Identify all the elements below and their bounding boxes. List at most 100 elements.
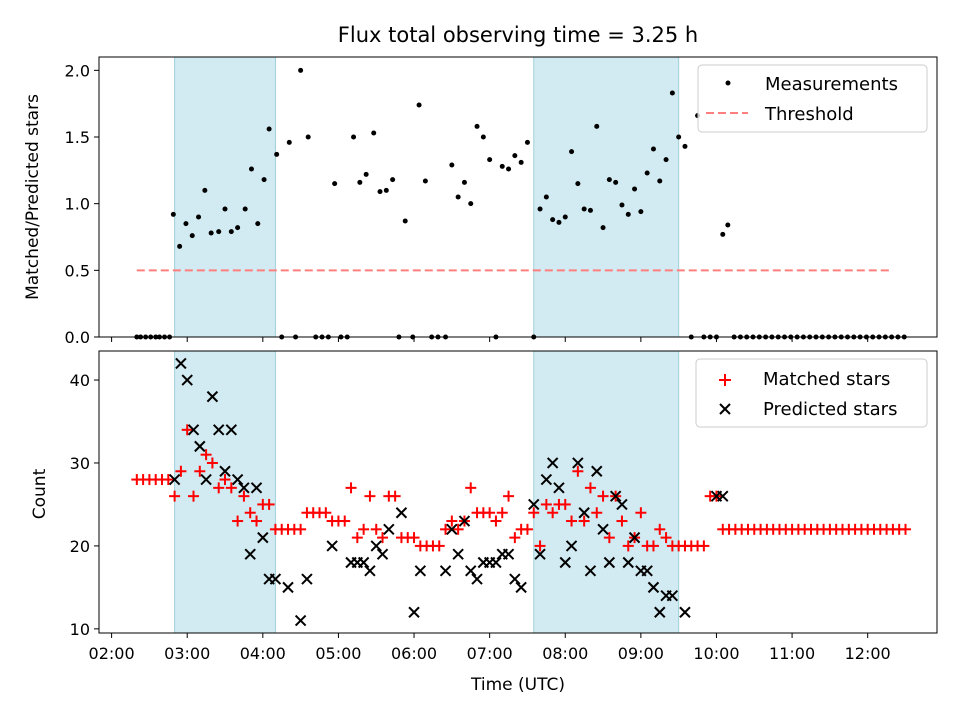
predicted-star-point <box>471 573 483 585</box>
predicted-star-point <box>414 565 427 577</box>
measurement-point <box>363 171 369 177</box>
measurement-point <box>177 243 183 249</box>
predicted-star-point <box>578 507 590 519</box>
measurement-point <box>274 151 280 157</box>
predicted-star-point <box>584 565 597 577</box>
x-tick-label: 03:00 <box>164 644 210 663</box>
measurement-point <box>228 229 234 235</box>
predicted-star-point <box>540 473 553 486</box>
matched-star-point <box>162 474 174 486</box>
measurement-point <box>575 181 581 187</box>
x-axis-label: Time (UTC) <box>470 675 565 695</box>
matched-star-point <box>484 507 496 519</box>
measurement-point <box>725 222 731 228</box>
measurement-point <box>550 217 556 223</box>
measurement-point <box>422 178 428 184</box>
measurement-point <box>242 206 248 212</box>
measurement-point <box>449 162 455 168</box>
measurement-point <box>351 134 357 140</box>
predicted-star-point <box>515 581 527 594</box>
measurement-point <box>619 202 625 208</box>
matched-star-point <box>584 482 596 494</box>
measurement-point <box>371 130 377 136</box>
measurement-point <box>383 187 389 193</box>
matched-star-point <box>194 465 206 477</box>
predicted-star-point <box>465 565 477 577</box>
predicted-star-point <box>490 556 502 569</box>
x-tick-label: 06:00 <box>391 644 437 663</box>
predicted-star-point <box>219 465 231 477</box>
chart-title: Flux total observing time = 3.25 h <box>338 23 698 47</box>
predicted-star-point <box>257 531 269 544</box>
matched-star-point <box>295 523 307 535</box>
measurement-point <box>487 157 493 163</box>
measurement-point <box>461 179 467 185</box>
matched-star-point <box>452 523 464 535</box>
predicted-star-point <box>446 523 458 536</box>
predicted-star-point <box>616 498 628 511</box>
predicted-star-point <box>572 457 584 469</box>
predicted-star-point <box>458 515 471 527</box>
matched-star-point <box>351 532 363 544</box>
predicted-star-point <box>654 606 666 618</box>
matched-star-point <box>188 490 200 502</box>
predicted-star-point <box>383 523 395 536</box>
predicted-star-point <box>244 548 256 560</box>
measurement-point <box>638 209 644 215</box>
matched-star-point <box>251 515 263 527</box>
predicted-star-point <box>238 482 250 494</box>
measurement-point <box>676 134 682 140</box>
predicted-star-point <box>559 556 571 569</box>
predicted-star-point <box>231 473 244 486</box>
predicted-star-point <box>370 540 382 552</box>
matched-star-point <box>698 540 710 552</box>
bottom-axis-ticks: 10 20 30 40 02:00 03:00 04:00 05:00 06:00 07:00 08… <box>70 371 891 663</box>
predicted-star-point <box>250 482 263 494</box>
bottom-panel: 10 20 30 40 02:00 03:00 04:00 05:00 06:00 07:00 08… <box>30 350 938 695</box>
matched-stars-series <box>131 424 911 552</box>
top-panel: Flux total observing time = 3.25 h 0.00.… <box>23 23 938 347</box>
predicted-star-point <box>175 357 187 370</box>
top-legend-box <box>697 64 928 133</box>
measurement-point <box>499 163 505 169</box>
matched-star-point <box>370 523 382 535</box>
measurement-point <box>720 231 726 237</box>
matched-star-point <box>534 540 546 552</box>
matched-star-point <box>509 532 521 544</box>
measurement-point <box>600 225 606 231</box>
matched-star-point <box>320 507 332 519</box>
y-tick-label: 30 <box>70 454 90 473</box>
measurement-point <box>377 189 383 195</box>
measurement-point <box>632 186 638 192</box>
predicted-star-point <box>717 490 729 502</box>
bottom-axes-frame <box>98 350 938 634</box>
predicted-star-point <box>200 473 212 486</box>
measurement-point <box>357 179 363 185</box>
top-y-axis-label: Matched/Predicted stars <box>23 94 43 300</box>
matched-star-point <box>559 498 571 510</box>
measurement-point <box>286 139 292 145</box>
predicted-star-point <box>376 548 389 560</box>
predicted-star-point <box>213 424 225 436</box>
measurement-point <box>468 201 474 207</box>
matched-star-point <box>244 507 256 519</box>
x-tick-label: 12:00 <box>845 644 891 663</box>
measurement-point <box>266 126 272 132</box>
predicted-star-point <box>326 540 338 552</box>
predicted-star-point <box>168 473 181 486</box>
legend-label-threshold: Threshold <box>764 104 854 125</box>
matched-star-point <box>206 457 218 469</box>
y-tick-label: 40 <box>70 371 90 390</box>
matched-star-point <box>647 540 659 552</box>
matched-star-point <box>591 507 603 519</box>
y-tick-label: 0.0 <box>65 328 90 347</box>
matched-star-point <box>566 515 578 527</box>
measurement-point <box>208 230 214 236</box>
x-tick-label: 07:00 <box>467 644 513 663</box>
measurement-point <box>222 206 228 212</box>
predicted-star-point <box>647 581 660 594</box>
predicted-star-point <box>553 482 565 494</box>
measurement-point <box>455 194 461 200</box>
measurement-point <box>196 214 202 220</box>
matched-star-point <box>440 523 452 535</box>
